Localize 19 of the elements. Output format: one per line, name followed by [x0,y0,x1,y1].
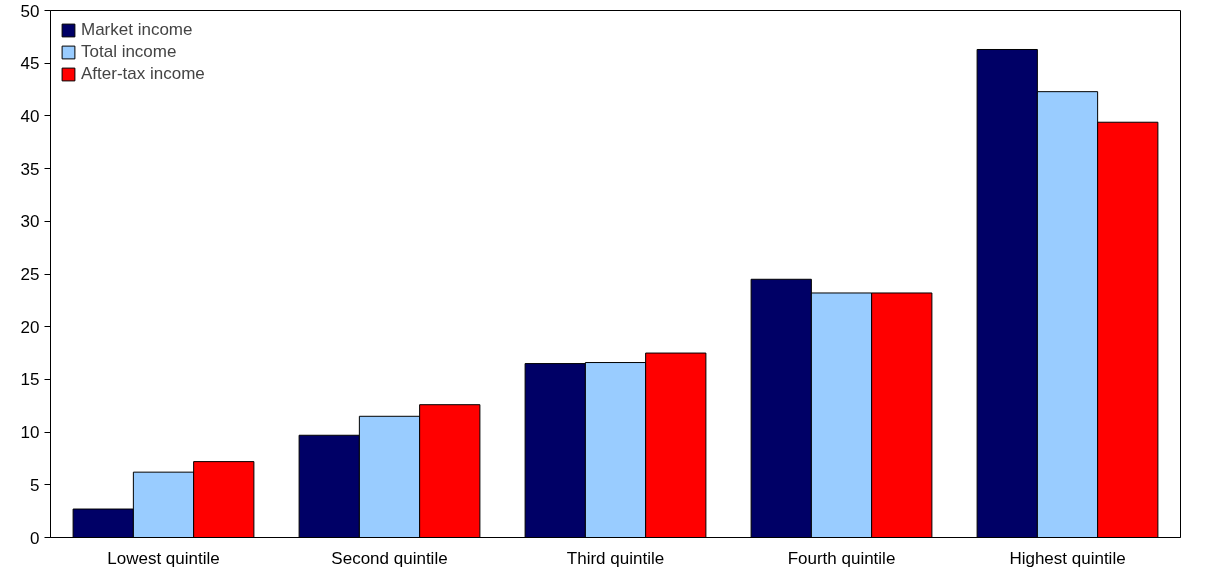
y-tick-label: 45 [20,54,40,74]
x-tick-label: Fourth quintile [787,548,896,568]
y-tick-label: 10 [20,423,40,443]
y-tick-label: 30 [20,212,40,232]
y-tick-label: 5 [30,475,40,495]
y-tick-label: 40 [20,106,40,126]
y-tick-label: 25 [20,265,40,284]
legend-label: After-tax income [81,64,205,84]
y-tick-label: 15 [20,370,40,390]
y-tick-label: 0 [30,528,40,548]
y-tick-label: 35 [20,159,40,179]
legend-label: Total income [81,42,177,62]
x-tick-label: Highest quintile [1009,548,1126,568]
x-tick-label: Second quintile [331,548,448,568]
y-tick-label: 50 [20,1,40,21]
x-tick-label: Lowest quintile [107,548,220,568]
y-tick-label: 20 [20,317,40,337]
legend-label: Market income [81,20,193,40]
x-tick-label: Third quintile [566,548,665,568]
